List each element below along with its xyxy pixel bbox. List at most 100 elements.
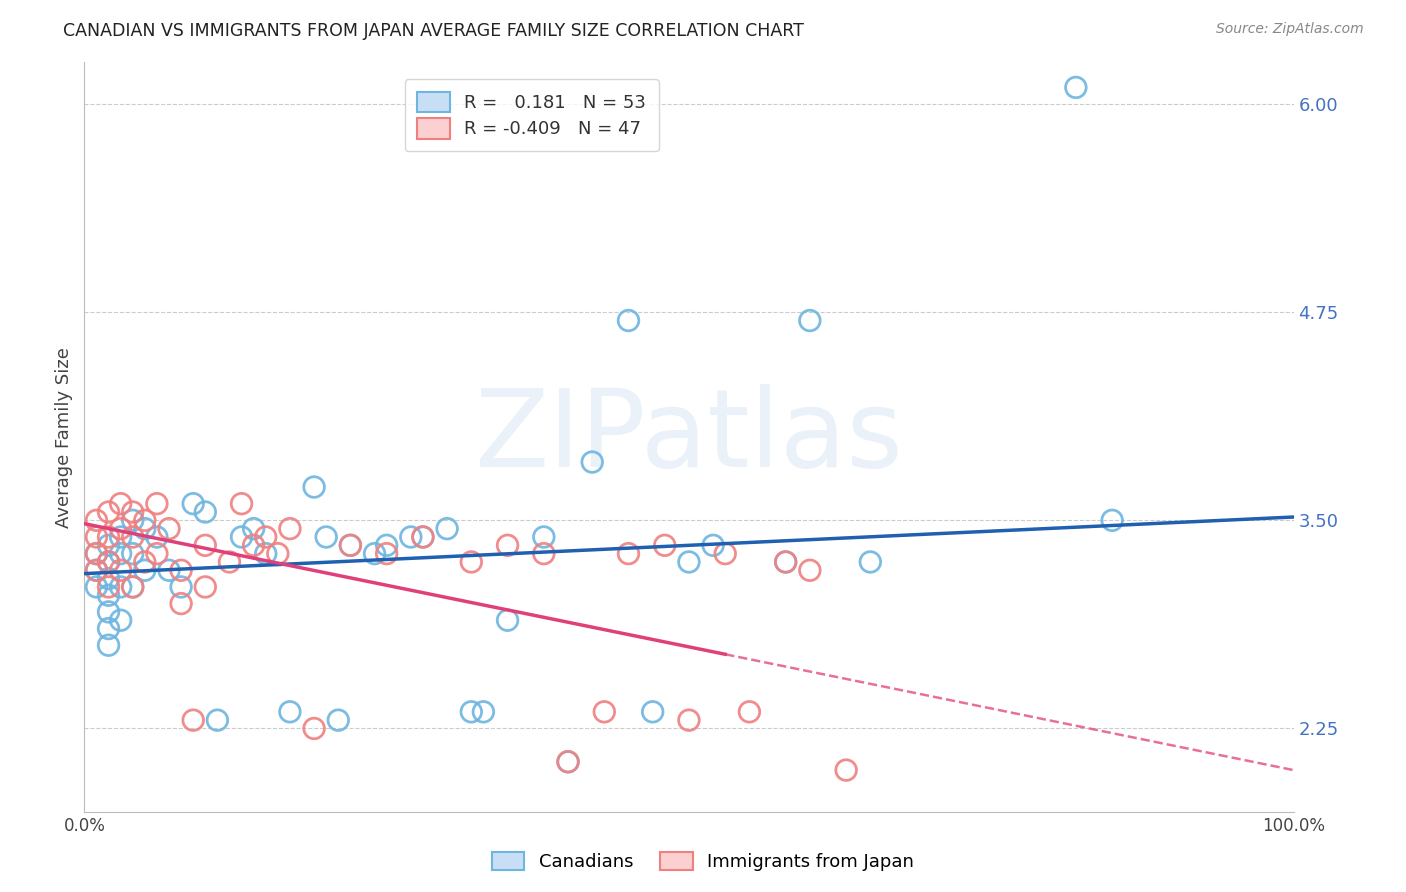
Point (218, 555, 240, 569)
Point (110, 497, 132, 511)
Point (134, 522, 156, 536)
Point (835, 763, 858, 777)
Text: CANADIAN VS IMMIGRANTS FROM JAPAN AVERAGE FAMILY SIZE CORRELATION CHART: CANADIAN VS IMMIGRANTS FROM JAPAN AVERAG… (63, 22, 804, 40)
Point (231, 530, 253, 544)
Point (533, 547, 555, 561)
Point (436, 522, 458, 536)
Point (278, 522, 301, 536)
Point (1101, 513, 1123, 527)
Text: Source: ZipAtlas.com: Source: ZipAtlas.com (1216, 22, 1364, 37)
Point (678, 555, 700, 569)
Point (134, 513, 156, 527)
Point (231, 497, 253, 511)
Point (557, 755, 579, 769)
Point (533, 530, 555, 544)
Point (86, 513, 108, 527)
Point (97, 588, 120, 602)
Point (339, 538, 361, 552)
Point (181, 713, 204, 727)
Point (110, 613, 132, 627)
Point (738, 705, 761, 719)
Point (170, 563, 193, 577)
Point (328, 713, 350, 727)
Point (702, 538, 724, 552)
Point (121, 580, 143, 594)
Point (775, 555, 797, 569)
Point (557, 755, 579, 769)
Point (267, 547, 290, 561)
Point (460, 555, 482, 569)
Point (86, 563, 108, 577)
Point (194, 580, 217, 594)
Point (181, 497, 204, 511)
Point (678, 713, 700, 727)
Point (110, 580, 132, 594)
Point (399, 530, 422, 544)
Point (97, 580, 120, 594)
Point (97, 505, 120, 519)
Point (315, 530, 337, 544)
Point (194, 538, 217, 552)
Point (617, 547, 640, 561)
Point (302, 480, 325, 494)
Point (97, 555, 120, 569)
Point (121, 505, 143, 519)
Point (472, 705, 495, 719)
Point (775, 555, 797, 569)
Point (1064, 80, 1087, 95)
Point (121, 580, 143, 594)
Point (412, 530, 434, 544)
Point (254, 530, 277, 544)
Point (641, 705, 664, 719)
Point (242, 538, 264, 552)
Point (302, 722, 325, 736)
Point (157, 563, 180, 577)
Point (654, 538, 676, 552)
Point (134, 563, 156, 577)
Point (86, 563, 108, 577)
Point (146, 547, 169, 561)
Y-axis label: Average Family Size: Average Family Size (55, 347, 73, 527)
Point (170, 597, 193, 611)
Point (412, 530, 434, 544)
Point (617, 313, 640, 327)
Point (496, 538, 519, 552)
Point (207, 713, 229, 727)
Point (97, 638, 120, 652)
Text: ZIPatlas: ZIPatlas (475, 384, 903, 490)
Point (254, 547, 277, 561)
Point (121, 547, 143, 561)
Point (86, 530, 108, 544)
Point (242, 522, 264, 536)
Point (799, 313, 821, 327)
Point (460, 705, 482, 719)
Point (110, 547, 132, 561)
Point (194, 505, 217, 519)
Point (121, 530, 143, 544)
Point (86, 547, 108, 561)
Point (121, 513, 143, 527)
Point (97, 572, 120, 586)
Point (339, 538, 361, 552)
Point (799, 563, 821, 577)
Point (97, 555, 120, 569)
Point (97, 605, 120, 619)
Point (278, 705, 301, 719)
Point (363, 547, 385, 561)
Point (86, 547, 108, 561)
Point (134, 555, 156, 569)
Point (157, 522, 180, 536)
Point (97, 538, 120, 552)
Point (714, 547, 737, 561)
Point (593, 705, 616, 719)
Legend: R =   0.181   N = 53, R = -0.409   N = 47: R = 0.181 N = 53, R = -0.409 N = 47 (405, 79, 659, 152)
Point (97, 530, 120, 544)
Point (581, 455, 603, 469)
Point (375, 538, 398, 552)
Point (86, 580, 108, 594)
Point (375, 547, 398, 561)
Point (110, 563, 132, 577)
Point (146, 530, 169, 544)
Point (170, 580, 193, 594)
Point (97, 622, 120, 636)
